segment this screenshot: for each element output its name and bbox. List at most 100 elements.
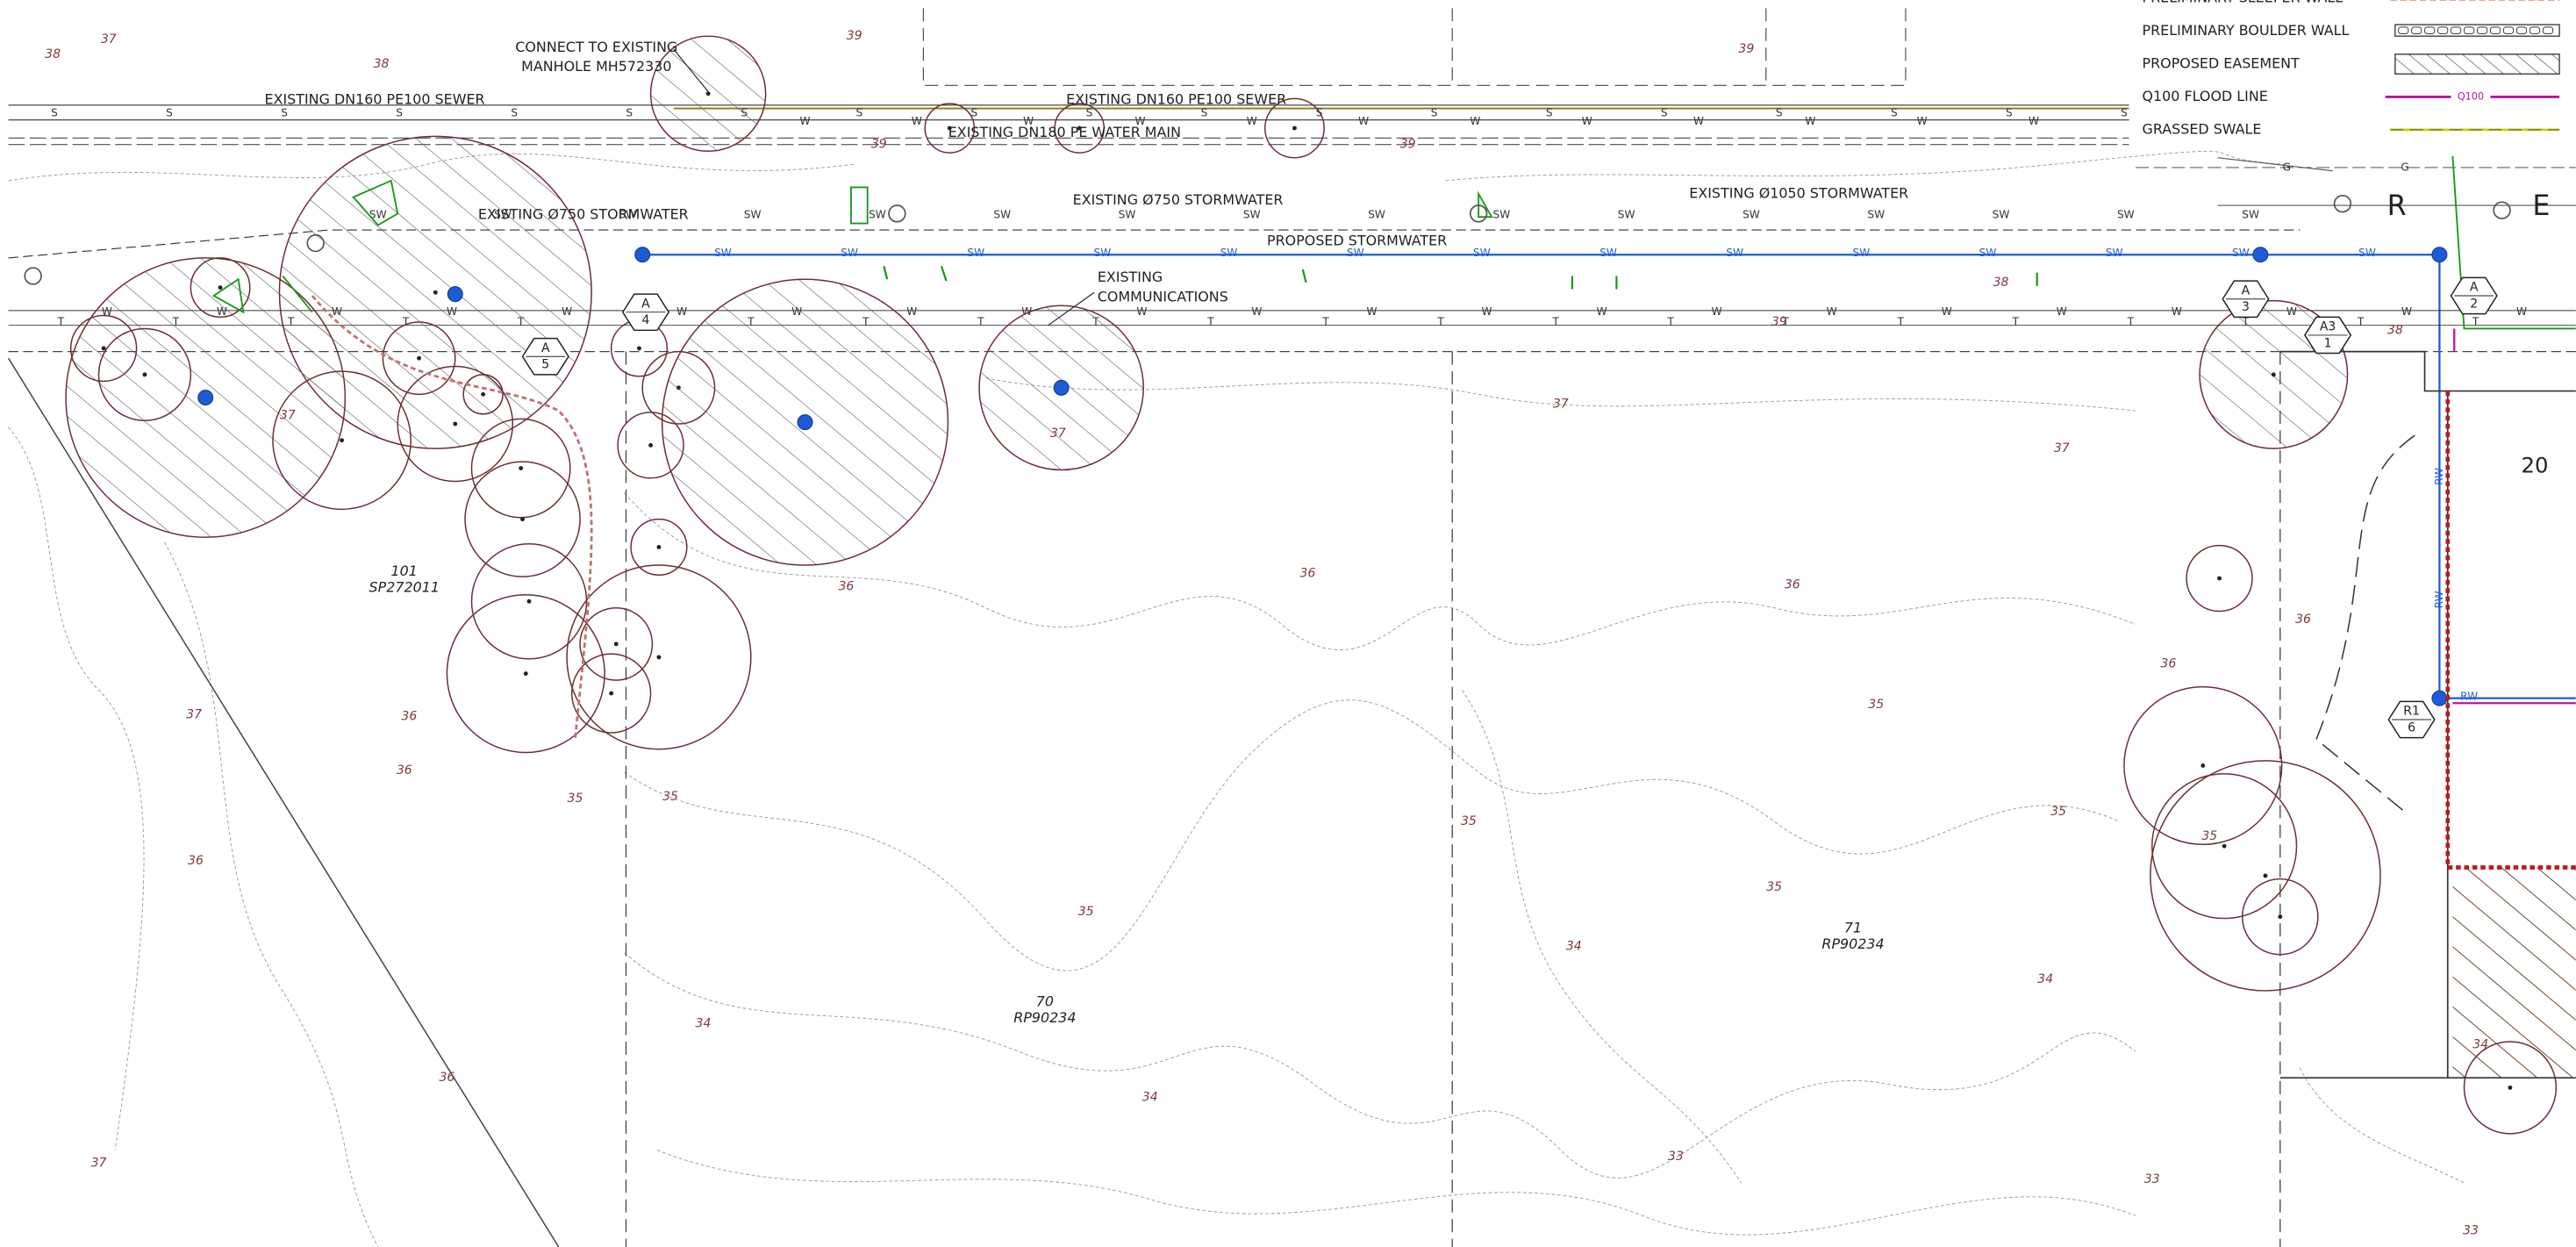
line-code: W <box>1358 115 1369 127</box>
lot-number: 101 <box>391 563 418 579</box>
legend-symbol <box>2542 26 2554 34</box>
stormwater-pit <box>2431 690 2448 706</box>
line-code: SW <box>619 209 637 221</box>
tree <box>630 518 688 577</box>
tree-trunk <box>2278 914 2283 920</box>
lot-number: 70 <box>1036 993 1054 1010</box>
legend-symbol <box>2424 26 2436 34</box>
marker-bottom: 6 <box>2408 720 2415 735</box>
legend-label: Q100 FLOOD LINE <box>2143 88 2268 104</box>
tree <box>470 418 571 519</box>
line-code: RW <box>2433 591 2445 608</box>
marker-bottom: 1 <box>2324 336 2332 350</box>
contour-label: 35 <box>2050 805 2066 819</box>
line-code: W <box>912 115 922 127</box>
legend-symbol-gap <box>2451 89 2491 105</box>
contour-label: 36 <box>2161 656 2177 670</box>
tree-trunk <box>656 545 662 549</box>
annotation: EXISTING Ø750 STORMWATER <box>1073 191 1284 208</box>
contour-label: 39 <box>871 138 887 152</box>
boundary <box>7 357 560 1247</box>
line-code: W <box>1470 115 1480 127</box>
green-feature <box>211 275 313 314</box>
contour-label: 34 <box>696 1016 712 1030</box>
tree-trunk <box>1077 125 1082 131</box>
stormwater-pit <box>634 247 651 263</box>
line-code: S <box>1891 107 1898 119</box>
annotation: EXISTING Ø750 STORMWATER <box>478 206 689 223</box>
contour-label: 36 <box>1785 578 1800 592</box>
line-code: W <box>1247 115 1257 127</box>
line-code: SW <box>1993 209 2010 221</box>
tree <box>462 374 504 415</box>
line-code: T <box>57 315 65 327</box>
tree-trunk <box>520 517 525 522</box>
contour-label: 38 <box>2387 323 2403 337</box>
water-line <box>8 137 2136 146</box>
legend-symbol <box>2464 26 2475 34</box>
leader <box>673 48 1095 326</box>
tree <box>190 257 251 319</box>
contour-label: 35 <box>1868 698 1884 712</box>
line-code: SW <box>869 209 886 221</box>
annotation: CONNECT TO EXISTING <box>515 39 677 55</box>
tree-trunk <box>218 285 223 290</box>
line-code: T <box>2012 315 2020 327</box>
legend-symbol-label: Q100 <box>2458 90 2484 102</box>
marker-bottom: 4 <box>642 313 650 327</box>
line-code: W <box>2401 305 2412 318</box>
tree <box>1054 103 1106 154</box>
tree-trunk <box>101 346 106 351</box>
green-feature <box>2451 155 2576 330</box>
contour-label: 37 <box>1050 426 1066 441</box>
line-code: S <box>1431 107 1438 119</box>
tree <box>2241 878 2319 956</box>
tree-trunk <box>637 346 641 351</box>
legend-symbol <box>2394 24 2560 37</box>
line-code: T <box>1321 315 1329 327</box>
contour-label: 36 <box>2295 613 2311 627</box>
contour-label: 35 <box>662 790 678 804</box>
tree <box>397 365 514 483</box>
contour-line <box>8 426 145 1150</box>
line-code: W <box>1805 115 1815 127</box>
tree-trunk <box>526 598 532 604</box>
line-code: S <box>511 107 518 119</box>
lot-plan: RP90234 <box>1821 935 1884 952</box>
legend-symbol <box>2515 26 2528 34</box>
contour-label: 36 <box>188 854 204 868</box>
tree-trunk <box>1292 125 1297 131</box>
line-code: T <box>2127 315 2135 327</box>
line-code: W <box>1693 115 1704 127</box>
marker-bottom: 5 <box>541 358 549 372</box>
contour-label: 38 <box>45 47 61 61</box>
stormwater-pit <box>2252 247 2269 263</box>
line-code: SW <box>841 247 858 259</box>
road-line <box>2217 157 2576 206</box>
driveway <box>2315 434 2415 814</box>
line-code: T <box>1897 315 1905 327</box>
lot-plan: RP90234 <box>1013 1009 1076 1026</box>
contour-line <box>985 377 2136 412</box>
tree <box>470 542 588 660</box>
line-code: T <box>977 315 984 327</box>
tree <box>464 461 581 577</box>
tree-trunk <box>340 438 345 443</box>
line-code: SW <box>1867 209 1885 221</box>
legend-label: PRELIMINARY SLEEPER WALL <box>2143 0 2343 6</box>
tree <box>1264 97 1325 159</box>
legend-symbol <box>2502 26 2515 34</box>
line-code: W <box>1023 115 1034 127</box>
contour-label: 36 <box>1300 566 1316 580</box>
legend-label: PROPOSED EASEMENT <box>2143 55 2300 72</box>
stormwater-pit <box>447 286 463 303</box>
tree <box>570 653 652 734</box>
green-feature <box>883 265 2038 290</box>
annotation: PROPOSED STORMWATER <box>1267 233 1447 249</box>
manhole <box>306 233 325 253</box>
annotation: MANHOLE MH572330 <box>521 58 671 75</box>
contour-label: 35 <box>568 792 583 806</box>
line-code: S <box>1546 107 1553 119</box>
contour-line <box>1462 690 1742 1184</box>
